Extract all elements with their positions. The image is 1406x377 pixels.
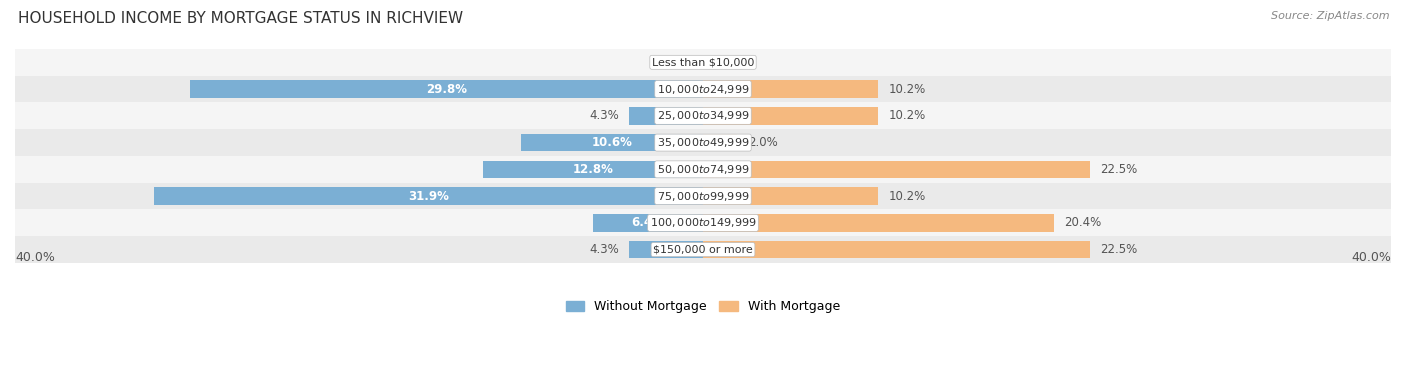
Bar	[703, 161, 1090, 178]
Text: 40.0%: 40.0%	[15, 251, 55, 264]
Text: $10,000 to $24,999: $10,000 to $24,999	[657, 83, 749, 96]
Text: 6.4%: 6.4%	[631, 216, 665, 229]
Text: HOUSEHOLD INCOME BY MORTGAGE STATUS IN RICHVIEW: HOUSEHOLD INCOME BY MORTGAGE STATUS IN R…	[18, 11, 464, 26]
Bar	[155, 187, 703, 205]
Text: 0.0%: 0.0%	[659, 56, 689, 69]
Text: 2.0%: 2.0%	[748, 136, 778, 149]
Bar	[482, 161, 703, 178]
Bar	[703, 107, 879, 124]
Text: 10.6%: 10.6%	[592, 136, 633, 149]
Text: 10.2%: 10.2%	[889, 190, 927, 202]
Text: 31.9%: 31.9%	[408, 190, 449, 202]
Text: 40.0%: 40.0%	[1351, 251, 1391, 264]
Bar	[190, 80, 703, 98]
Bar	[15, 49, 1391, 76]
Bar	[15, 183, 1391, 210]
Text: Less than $10,000: Less than $10,000	[652, 57, 754, 67]
Bar	[15, 76, 1391, 103]
Text: $75,000 to $99,999: $75,000 to $99,999	[657, 190, 749, 202]
Text: $35,000 to $49,999: $35,000 to $49,999	[657, 136, 749, 149]
Bar	[15, 156, 1391, 183]
Text: 4.3%: 4.3%	[589, 243, 619, 256]
Bar	[15, 210, 1391, 236]
Bar	[703, 214, 1054, 231]
Text: 10.2%: 10.2%	[889, 109, 927, 122]
Text: 20.4%: 20.4%	[1064, 216, 1101, 229]
Bar	[15, 103, 1391, 129]
Bar	[703, 241, 1090, 258]
Bar	[628, 107, 703, 124]
Bar	[15, 236, 1391, 263]
Text: $50,000 to $74,999: $50,000 to $74,999	[657, 163, 749, 176]
Bar	[703, 134, 737, 151]
Text: $25,000 to $34,999: $25,000 to $34,999	[657, 109, 749, 122]
Bar	[593, 214, 703, 231]
Bar	[520, 134, 703, 151]
Text: 10.2%: 10.2%	[889, 83, 927, 96]
Text: 4.3%: 4.3%	[589, 109, 619, 122]
Text: Source: ZipAtlas.com: Source: ZipAtlas.com	[1271, 11, 1389, 21]
Text: 0.0%: 0.0%	[717, 56, 747, 69]
Bar	[628, 241, 703, 258]
Text: 22.5%: 22.5%	[1101, 163, 1137, 176]
Text: $150,000 or more: $150,000 or more	[654, 245, 752, 254]
Text: 12.8%: 12.8%	[572, 163, 613, 176]
Text: $100,000 to $149,999: $100,000 to $149,999	[650, 216, 756, 229]
Bar	[15, 129, 1391, 156]
Legend: Without Mortgage, With Mortgage: Without Mortgage, With Mortgage	[561, 296, 845, 319]
Text: 29.8%: 29.8%	[426, 83, 467, 96]
Bar	[703, 80, 879, 98]
Bar	[703, 187, 879, 205]
Text: 22.5%: 22.5%	[1101, 243, 1137, 256]
